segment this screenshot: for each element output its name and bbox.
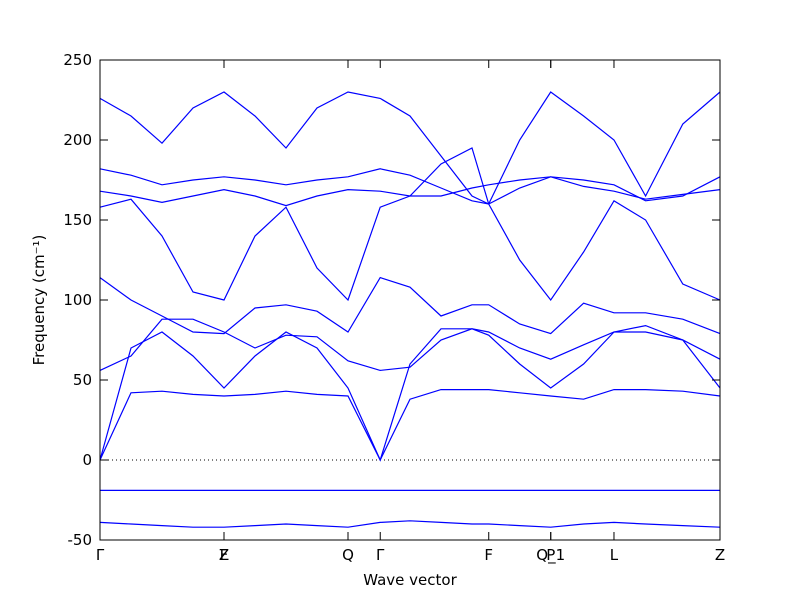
x-tick-label: Z — [715, 546, 725, 564]
x-tick-label: L — [610, 546, 619, 564]
y-tick-label: 150 — [63, 211, 92, 229]
band-line — [99, 276, 721, 335]
y-tick-label: 250 — [63, 51, 92, 69]
band-line — [99, 91, 721, 205]
y-axis-label: Frequency (cm⁻¹) — [30, 235, 48, 366]
x-tick-label: Q — [342, 546, 354, 564]
band-line — [99, 318, 721, 372]
x-tick-label: P — [546, 546, 555, 564]
x-tick-label: Z — [219, 546, 229, 564]
x-tick-label: F — [220, 546, 229, 564]
y-tick-label: 50 — [73, 371, 92, 389]
band-line — [99, 168, 721, 205]
x-axis-label: Wave vector — [363, 571, 457, 589]
x-tick-label: Q_1 — [536, 546, 565, 565]
y-tick-label: -50 — [68, 531, 93, 549]
y-tick-label: 0 — [82, 451, 92, 469]
band-line — [99, 520, 721, 528]
x-tick-label: Γ — [376, 546, 385, 564]
y-tick-label: 200 — [63, 131, 92, 149]
y-tick-label: 100 — [63, 291, 92, 309]
x-tick-label: F — [484, 546, 493, 564]
band-line — [99, 176, 721, 207]
x-tick-label: Γ — [96, 546, 105, 564]
band-line — [99, 324, 721, 462]
band-line — [99, 389, 721, 462]
